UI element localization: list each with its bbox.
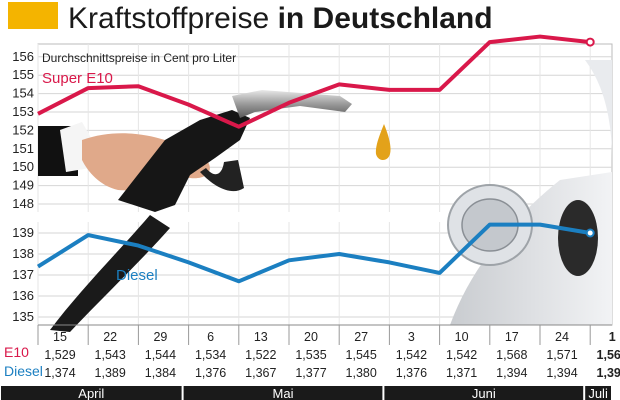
data-label-diesel: 1,367 [245,366,276,380]
series-line-diesel [36,222,591,284]
y-tick-label: 152 [12,122,34,137]
x-tick-label: 13 [254,330,268,344]
series-line-super-e10 [37,34,591,129]
series-label-super-e10: Super E10 [42,70,113,87]
data-label-e10: 1,535 [295,348,326,362]
chart-subtitle: Durchschnittspreise in Cent pro Liter [42,51,236,65]
month-juni-bar [384,386,584,400]
y-tick-label: 138 [12,246,34,261]
x-tick-label: 29 [153,330,167,344]
y-tick-label: 139 [12,225,34,240]
x-tick-label: 17 [505,330,519,344]
data-label-diesel: 1,371 [446,366,477,380]
data-label-e10: 1,545 [346,348,377,362]
y-axis-ticks: 148 149 150 151 152 153 154 155 156 135 136 137 138 1… [12,49,34,324]
nozzle-handle [118,110,250,212]
y-tick-label: 136 [12,288,34,303]
data-label-diesel: 1,384 [145,366,176,380]
filler-opening [558,200,598,276]
nozzle-trigger [200,160,244,192]
month-april-label: April [78,386,104,400]
y-tick-label: 153 [12,104,34,119]
data-label-e10: 1,534 [195,348,226,362]
month-bar: April Mai Juni Juli [1,386,611,400]
data-label-diesel: 1,390 [597,366,620,380]
month-juni-label: Juni [472,386,496,400]
y-tick-label: 151 [12,141,34,156]
data-label-diesel: 1,376 [396,366,427,380]
x-tick-label: 1 [609,330,616,344]
month-mai-label: Mai [273,386,294,400]
fuel-drop [375,124,391,160]
data-label-e10: 1,571 [546,348,577,362]
month-juli-label: Juli [588,386,608,400]
x-tick-label: 22 [103,330,117,344]
month-april-bar [1,386,182,400]
data-table: E10 Diesel 15 1,529 1,374 22 1,543 1,389 29 1,5… [4,324,620,380]
y-tick-label: 156 [12,49,34,64]
data-label-diesel: 1,380 [346,366,377,380]
row-label-diesel: Diesel [4,363,43,379]
data-label-diesel: 1,374 [44,366,75,380]
car-roofline [585,60,612,160]
x-tick-label: 6 [207,330,214,344]
axis-break [0,212,612,222]
series-markers [585,37,595,238]
data-label-e10: 1,529 [44,348,75,362]
data-label-e10: 1,543 [95,348,126,362]
data-label-e10: 1,522 [245,348,276,362]
y-tick-label: 137 [12,267,34,282]
data-label-e10: 1,544 [145,348,176,362]
data-label-e10: 1,568 [597,348,620,362]
x-tick-label: 3 [408,330,415,344]
series-label-diesel: Diesel [116,267,158,284]
x-tick-label: 10 [455,330,469,344]
nozzle-spout [232,90,352,118]
data-label-diesel: 1,389 [95,366,126,380]
data-label-diesel: 1,394 [496,366,527,380]
data-label-e10: 1,542 [396,348,427,362]
x-tick-label: 20 [304,330,318,344]
y-tick-label: 148 [12,196,34,211]
y-tick-label: 155 [12,67,34,82]
point-marker-super-e10 [585,37,595,47]
x-tick-label: 24 [555,330,569,344]
chart-title: Kraftstoffpreise in Deutschland [68,2,493,35]
y-tick-label: 149 [12,178,34,193]
y-tick-label: 150 [12,159,34,174]
point-marker-diesel [585,228,595,238]
x-tick-label: 27 [354,330,368,344]
x-tick-label: 15 [53,330,67,344]
data-label-diesel: 1,377 [295,366,326,380]
y-tick-label: 135 [12,309,34,324]
accent-block [8,2,58,29]
data-label-diesel: 1,394 [546,366,577,380]
data-label-e10: 1,568 [496,348,527,362]
data-label-diesel: 1,376 [195,366,226,380]
month-mai-bar [183,386,383,400]
month-juli-bar [585,386,611,400]
data-label-e10: 1,542 [446,348,477,362]
y-tick-label: 154 [12,86,34,101]
row-label-e10: E10 [4,344,29,360]
